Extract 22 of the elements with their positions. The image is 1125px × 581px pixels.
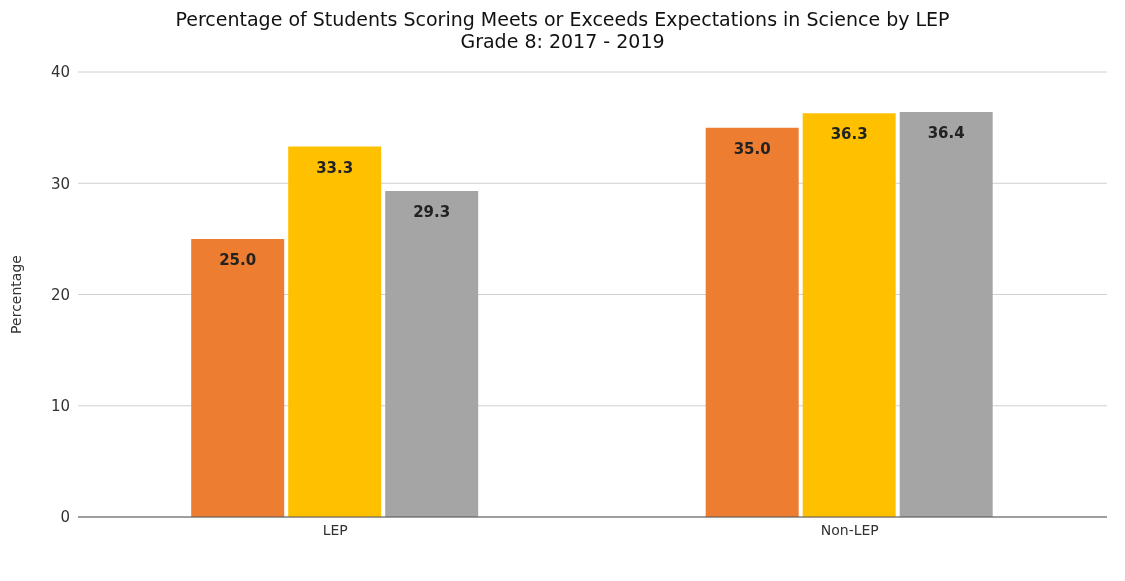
chart-title: Percentage of Students Scoring Meets or Exceeds Expectations in Science by LEP	[174, 8, 951, 30]
bar	[191, 238, 285, 517]
data-label: 29.3	[413, 203, 451, 222]
bar	[288, 146, 382, 517]
bar	[899, 112, 993, 517]
bar	[385, 191, 479, 517]
chart-subtitle: Grade 8: 2017 - 2019	[459, 30, 666, 52]
x-tick-label: LEP	[322, 521, 348, 538]
y-tick-label: 40	[50, 63, 70, 82]
y-axis-title: Percentage	[7, 255, 24, 334]
y-tick-label: 20	[50, 285, 70, 304]
data-label: 33.3	[316, 158, 354, 177]
y-tick-label: 10	[50, 397, 70, 416]
data-label: 25.0	[219, 250, 257, 269]
y-tick-label: 30	[50, 174, 70, 193]
data-label: 36.3	[830, 125, 868, 144]
bar	[705, 127, 799, 517]
data-label: 35.0	[733, 139, 771, 158]
data-label: 36.4	[927, 124, 965, 143]
bar	[802, 113, 896, 517]
y-tick-label: 0	[60, 508, 70, 527]
x-tick-label: Non-LEP	[820, 521, 879, 538]
